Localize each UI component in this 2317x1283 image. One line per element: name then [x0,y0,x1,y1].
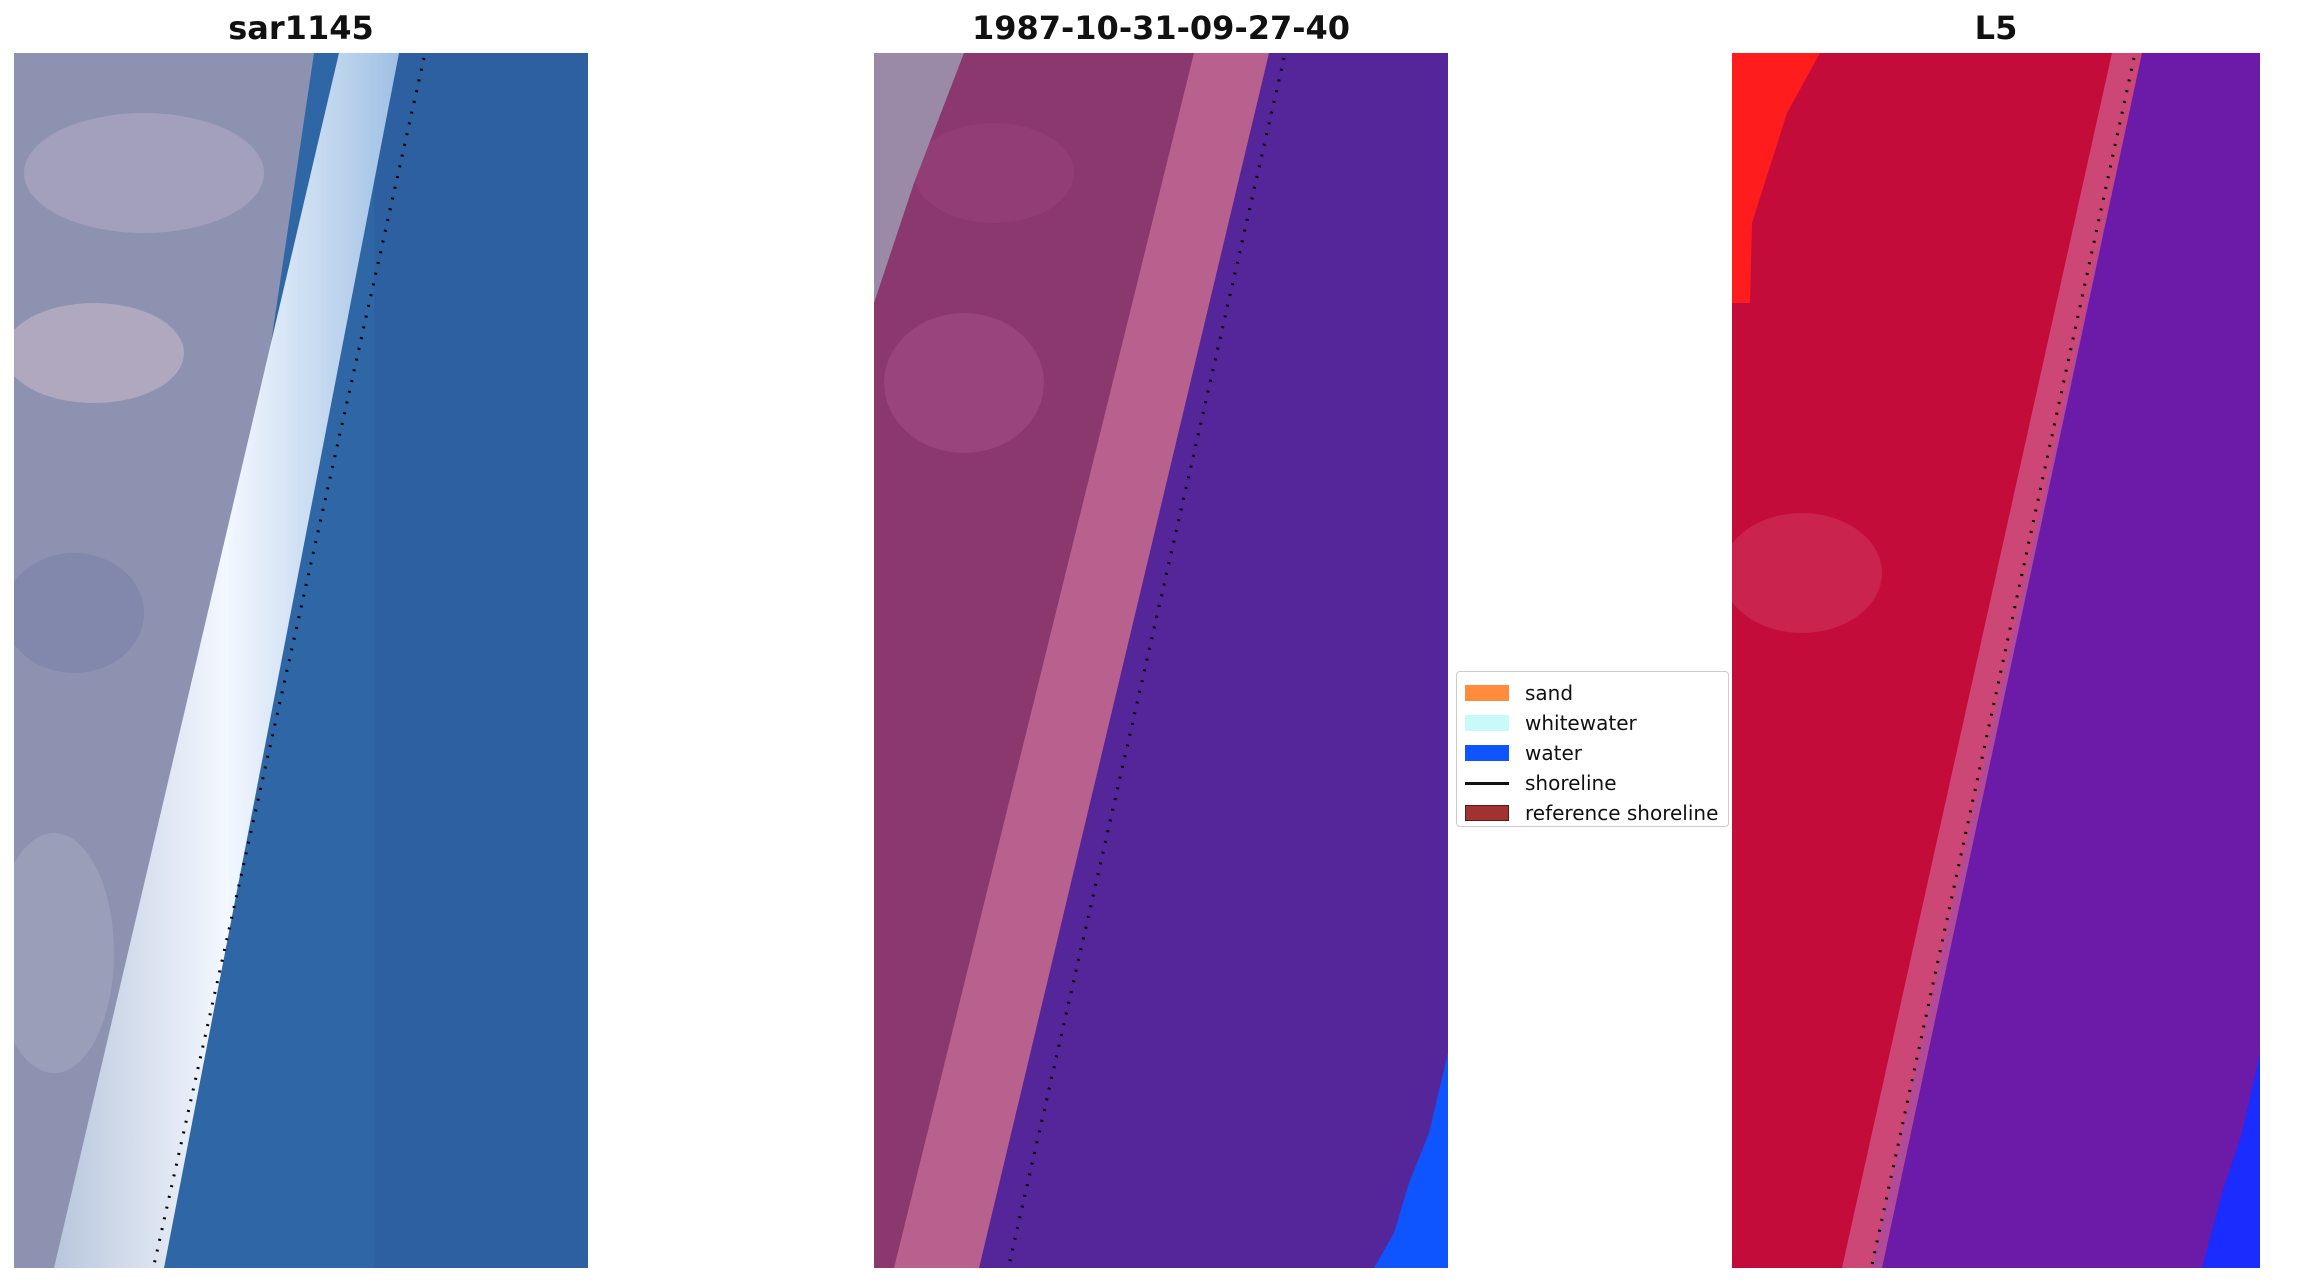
l5-shoreline-dots [1870,57,2136,1266]
legend-item: whitewater [1465,708,1720,738]
legend-swatch-shoreline [1465,781,1509,785]
legend-item: water [1465,738,1720,768]
class-beach-band [894,53,1269,1268]
legend: sand whitewater water shoreline referenc… [1456,671,1729,827]
l5-beach-band [1842,53,2142,1268]
rgb-land-patch [14,833,114,1073]
legend-label: water [1525,741,1582,765]
rgb-image-panel [14,53,588,1268]
legend-swatch-whitewater [1465,715,1509,731]
rgb-land-patch [14,553,144,673]
l5-bright-red-corner [1732,53,1820,303]
classification-panel [874,53,1448,1268]
middle-panel-title: 1987-10-31-09-27-40 [971,9,1351,47]
rgb-whitewater-band [54,53,399,1268]
rgb-land-patch [24,113,264,233]
rgb-land-patch [14,303,184,403]
legend-item: reference shoreline [1465,798,1720,828]
legend-label: sand [1525,681,1574,705]
rgb-deep-water [374,53,588,1268]
l5-blue-corner [2202,1053,2260,1268]
class-land-patch [914,123,1074,223]
legend-label: reference shoreline [1525,801,1719,825]
legend-swatch-reference-shoreline [1465,805,1509,821]
right-panel-title: L5 [1974,9,2018,47]
rgb-image [14,53,588,1268]
l5-panel [1732,53,2260,1268]
class-land-patch [884,313,1044,453]
class-water-corner [1374,1053,1448,1268]
legend-label: shoreline [1525,771,1617,795]
legend-item: shoreline [1465,768,1720,798]
legend-item: sand [1465,678,1720,708]
legend-swatch-sand [1465,685,1509,701]
classification-image [874,53,1448,1268]
l5-land-area [1732,53,2142,1268]
l5-image [1732,53,2260,1268]
l5-land-patch [1732,513,1882,633]
legend-swatch-water [1465,745,1509,761]
legend-label: whitewater [1525,711,1637,735]
left-panel-title: sar1145 [228,9,374,47]
class-grey-corner [874,53,964,303]
